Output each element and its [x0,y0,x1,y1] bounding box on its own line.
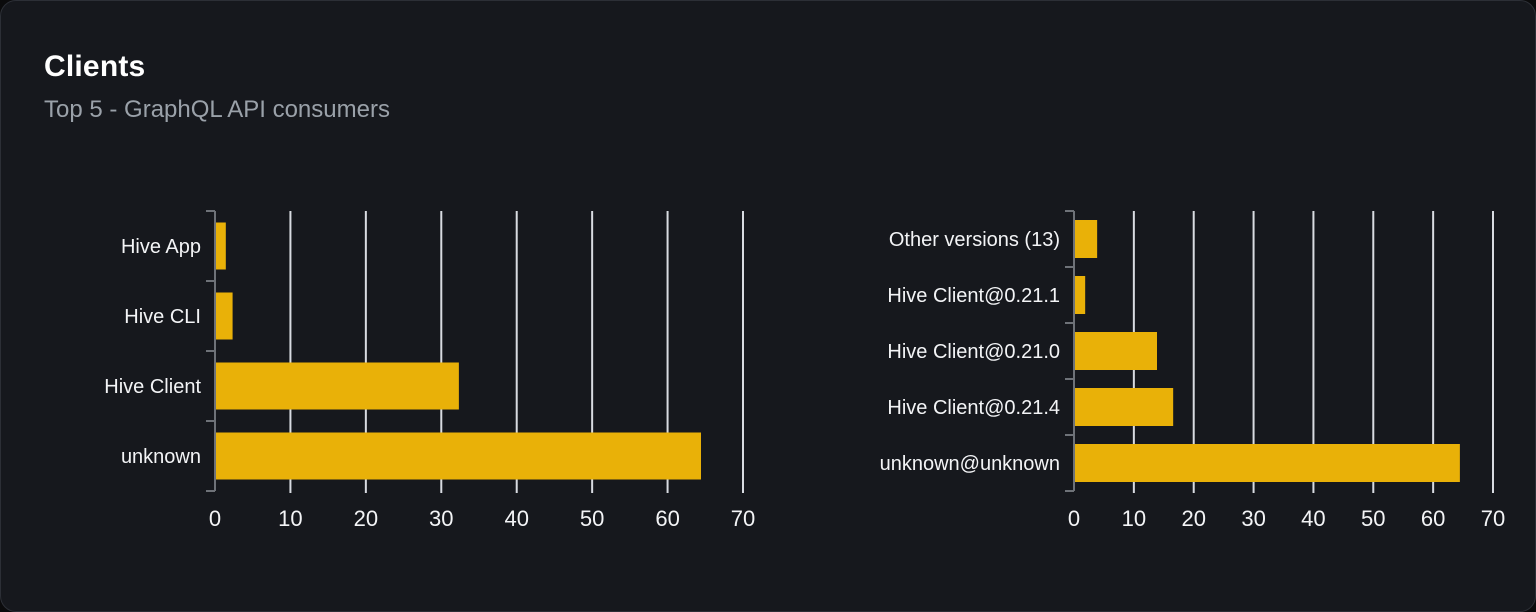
x-tick-label: 70 [731,506,755,531]
bar[interactable] [1075,220,1098,258]
category-label: Hive Client [104,376,201,398]
x-tick-label: 60 [655,506,679,531]
x-tick-label: 30 [429,506,453,531]
x-tick-label: 60 [1421,506,1445,531]
card-subtitle: Top 5 - GraphQL API consumers [44,96,390,123]
x-tick-label: 0 [1068,506,1080,531]
bar[interactable] [1075,276,1086,314]
bar[interactable] [216,362,459,410]
x-tick-label: 20 [354,506,378,531]
x-tick-label: 40 [1301,506,1325,531]
category-label: unknown@unknown [880,453,1060,475]
category-label: Other versions (13) [889,229,1060,251]
x-tick-label: 40 [504,506,528,531]
bar[interactable] [216,222,226,270]
category-label: Hive Client@0.21.4 [887,397,1060,419]
category-label: unknown [121,446,201,468]
x-tick-label: 50 [1361,506,1385,531]
bar[interactable] [1075,332,1158,370]
clients-by-version-bar-chart[interactable]: Other versions (13) Hive Client@0.21.1 Hiv… [816,196,1531,546]
x-tick-label: 20 [1181,506,1205,531]
category-label: Hive Client@0.21.1 [887,285,1060,307]
x-tick-label: 50 [580,506,604,531]
category-label: Hive App [121,236,201,258]
bar[interactable] [1075,444,1460,482]
x-tick-label: 10 [1122,506,1146,531]
bar[interactable] [1075,388,1174,426]
x-tick-label: 10 [278,506,302,531]
clients-by-name-bar-chart[interactable]: Hive App Hive CLI Hive Client unknown 0 10 20 3… [61,196,811,546]
card-title: Clients [44,50,146,83]
x-tick-label: 30 [1241,506,1265,531]
bar[interactable] [216,292,233,340]
category-label: Hive CLI [124,306,201,328]
x-tick-label: 0 [209,506,221,531]
category-label: Hive Client@0.21.0 [887,341,1060,363]
bar[interactable] [216,432,702,480]
x-tick-label: 70 [1481,506,1505,531]
